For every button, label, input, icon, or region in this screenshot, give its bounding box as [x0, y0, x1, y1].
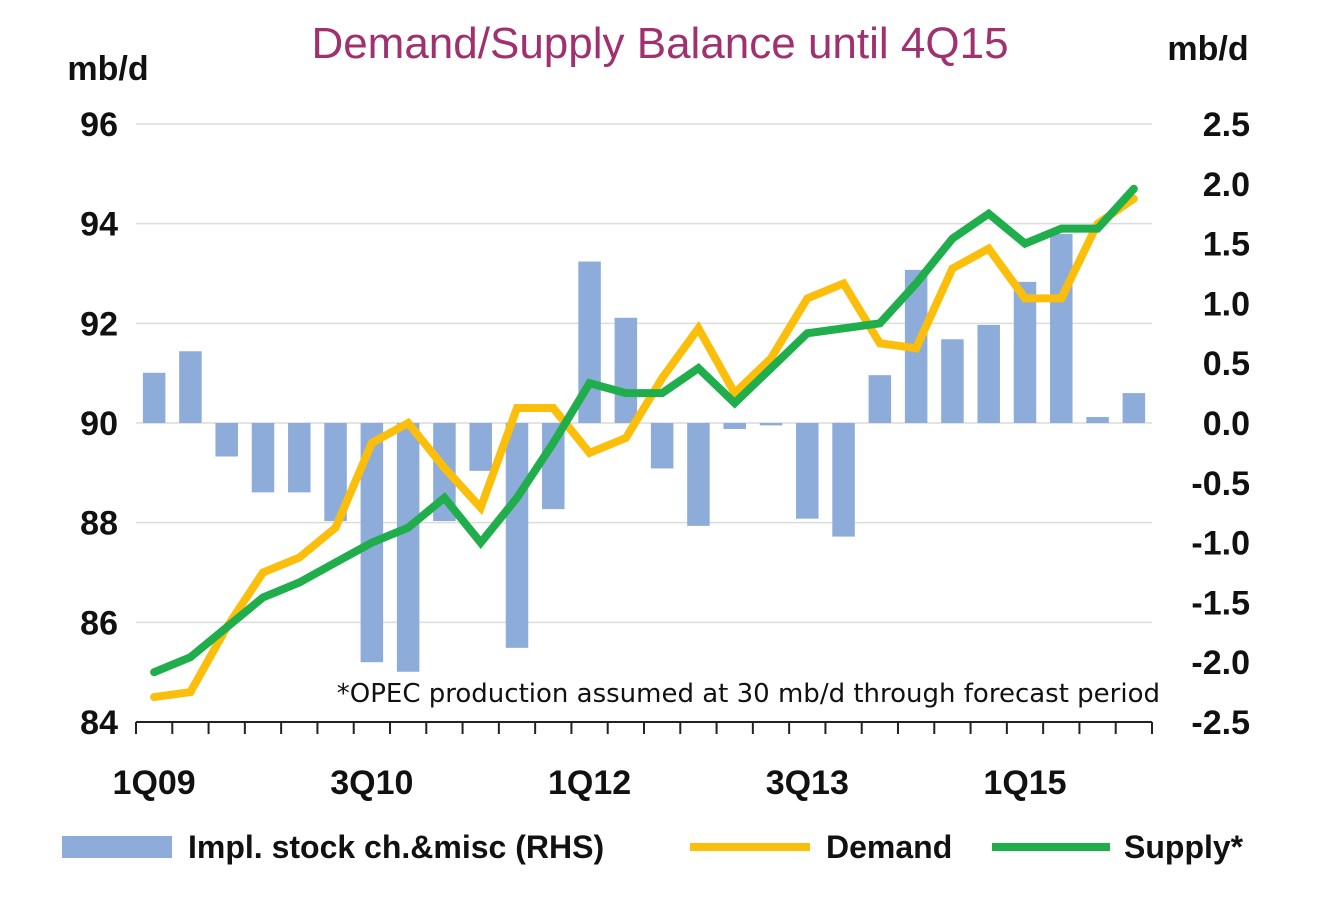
left-y-tick-label: 92 — [80, 305, 118, 343]
right-y-tick-label: 1.5 — [1203, 226, 1250, 264]
right-y-tick-label: 2.0 — [1203, 166, 1250, 204]
stock-change-bar — [868, 375, 892, 423]
x-tick-label: 1Q12 — [548, 764, 631, 802]
stock-change-bar — [1086, 417, 1109, 423]
footnote: *OPEC production assumed at 30 mb/d thro… — [337, 679, 1160, 709]
axes — [135, 721, 1153, 734]
left-y-tick-label: 86 — [80, 604, 118, 642]
left-axis-unit: mb/d — [67, 50, 148, 88]
right-y-tick-label: -2.0 — [1191, 644, 1250, 682]
stock-change-bar — [941, 339, 964, 423]
x-tick-label: 3Q10 — [330, 764, 413, 802]
legend-label-stock: Impl. stock ch.&misc (RHS) — [188, 829, 604, 865]
demand-line — [150, 194, 1138, 702]
right-axis-unit: mb/d — [1167, 30, 1248, 68]
chart-title: Demand/Supply Balance until 4Q15 — [311, 19, 1008, 68]
legend-item-stock: Impl. stock ch.&misc (RHS) — [62, 829, 604, 865]
stock-change-bar — [396, 423, 420, 672]
legend-item-supply: Supply* — [992, 829, 1244, 865]
left-y-tick-label: 94 — [80, 206, 118, 244]
left-y-tick-label: 84 — [80, 704, 118, 742]
legend-item-demand: Demand — [690, 829, 952, 865]
legend-swatch-bar — [62, 836, 172, 858]
right-y-tick-label: -0.5 — [1191, 465, 1250, 503]
supply-line — [150, 184, 1138, 677]
legend-label-demand: Demand — [826, 829, 952, 865]
stock-change-bar — [687, 423, 710, 526]
stock-change-bar — [832, 423, 855, 537]
stock-change-bar — [288, 423, 311, 493]
left-y-ticks: 84 86 88 90 92 94 96 — [80, 106, 118, 742]
legend-label-supply: Supply* — [1124, 829, 1244, 865]
left-y-tick-label: 88 — [80, 505, 118, 543]
bar-series — [142, 234, 1146, 672]
right-y-tick-label: -1.5 — [1191, 584, 1250, 622]
right-y-tick-label: 1.0 — [1203, 285, 1250, 323]
stock-change-bar — [1050, 234, 1073, 423]
right-y-ticks: -2.5 -2.0 -1.5 -1.0 -0.5 0.0 0.5 1.0 1.5 2.0 2.5 — [1191, 106, 1250, 742]
right-y-tick-label: -2.5 — [1191, 704, 1250, 742]
x-ticks: 1Q09 3Q10 1Q12 3Q13 1Q15 — [113, 764, 1067, 802]
right-y-tick-label: 0.5 — [1203, 345, 1250, 383]
left-y-tick-label: 96 — [80, 106, 118, 144]
x-tick-label: 3Q13 — [766, 764, 849, 802]
stock-change-bar — [977, 324, 1000, 423]
left-y-tick-label: 90 — [80, 405, 118, 443]
stock-change-bar — [142, 372, 166, 423]
right-y-tick-label: 0.0 — [1203, 405, 1250, 443]
stock-change-bar — [759, 423, 783, 426]
right-y-tick-label: -1.0 — [1191, 525, 1250, 563]
stock-change-bar — [796, 423, 819, 519]
x-tick-label: 1Q15 — [983, 764, 1066, 802]
stock-change-bar — [251, 423, 275, 493]
stock-change-bar — [324, 423, 347, 522]
right-y-tick-label: 2.5 — [1203, 106, 1250, 144]
stock-change-bar — [505, 423, 529, 648]
stock-change-bar — [1122, 393, 1146, 423]
legend: Impl. stock ch.&misc (RHS) Demand Supply… — [62, 829, 1244, 865]
stock-change-bar — [215, 423, 238, 457]
x-tick-label: 1Q09 — [113, 764, 196, 802]
stock-change-bar — [650, 423, 674, 469]
stock-change-bar — [469, 423, 492, 471]
stock-change-bar — [614, 317, 638, 423]
stock-change-bar — [1013, 281, 1037, 423]
stock-change-bar — [179, 351, 202, 423]
stock-change-bar — [723, 423, 746, 429]
line-series — [150, 184, 1138, 702]
